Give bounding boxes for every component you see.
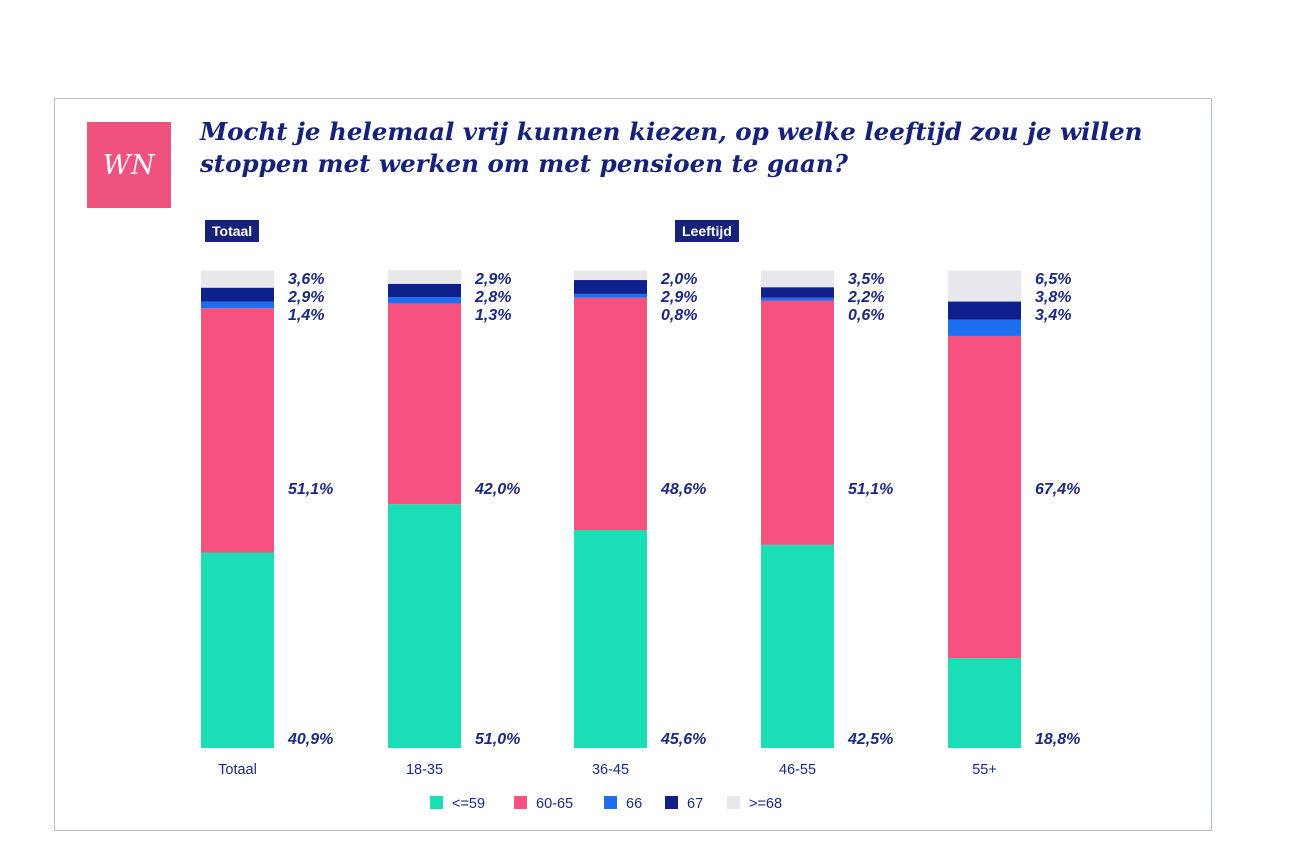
legend-label-67: 67: [687, 796, 703, 812]
legend-label-60-65: 60-65: [536, 796, 573, 812]
logo-text: WN: [102, 149, 156, 181]
bar-segment-totaal-67: [201, 287, 274, 302]
group-tag-totaal: Totaal: [205, 220, 260, 242]
value-label-18-35-le59: 51,0%: [475, 731, 520, 748]
bar-segment-46-55-67: [761, 287, 834, 298]
value-label-totaal-le59: 40,9%: [287, 731, 333, 748]
chart-title-line-1: Mocht je helemaal vrij kunnen kiezen, op…: [200, 117, 1143, 146]
bar-segment-totaal-68: [201, 270, 274, 288]
value-label-36-45-66: 0,8%: [661, 307, 697, 324]
value-label-46-55-60-65: 51,1%: [848, 481, 893, 498]
value-label-36-45-60-65: 48,6%: [660, 481, 706, 498]
legend-label-59: <=59: [452, 796, 485, 812]
bar-segment-36-45-60-65: [574, 297, 647, 531]
legend-swatch-59: [430, 796, 443, 809]
legend-swatch-60-65: [514, 796, 527, 809]
legend-swatch-66: [604, 796, 617, 809]
bar-segment-55-68: [948, 270, 1021, 302]
bar-segment-36-45-67: [574, 280, 647, 294]
value-label-55-le59: 18,8%: [1035, 731, 1080, 748]
category-label-36-45: 36-45: [592, 762, 629, 778]
group-tag-leeftijd: Leeftijd: [675, 220, 739, 242]
bar-segment-46-55-68: [761, 270, 834, 288]
bar-segment-36-45-68: [574, 270, 647, 281]
value-label-totaal-66: 1,4%: [288, 307, 324, 324]
bar-segment-totaal-66: [201, 301, 274, 309]
value-label-55-66: 3,4%: [1035, 307, 1071, 324]
chart-title-line-2: stoppen met werken om met pensioen te ga…: [200, 149, 849, 178]
category-label-18-35: 18-35: [406, 762, 443, 778]
bar-segment-46-55-66: [761, 297, 834, 301]
category-label-totaal: Totaal: [218, 762, 257, 778]
bar-segment-18-35-68: [388, 270, 461, 284]
value-label-totaal-67: 2,9%: [287, 289, 324, 306]
category-label-46-55: 46-55: [779, 762, 816, 778]
value-label-36-45-le59: 45,6%: [660, 731, 706, 748]
value-label-55-67: 3,8%: [1035, 289, 1071, 306]
legend-swatch-68: [727, 796, 740, 809]
value-label-18-35-66: 1,3%: [475, 307, 511, 324]
wn-logo: WN: [87, 122, 171, 208]
value-label-46-55-67: 2,2%: [847, 289, 884, 306]
legend-label-68: >=68: [749, 796, 782, 812]
value-label-18-35-67: 2,8%: [474, 289, 511, 306]
value-label-36-45-67: 2,9%: [660, 289, 697, 306]
bar-segment-18-35-66: [388, 297, 461, 304]
bar-segment-46-55-59: [761, 544, 834, 748]
bar-segment-55-67: [948, 301, 1021, 320]
chart-frame: [54, 98, 1212, 831]
value-label-18-35-68: 2,9%: [474, 271, 511, 288]
value-label-55-68: 6,5%: [1035, 271, 1071, 288]
value-label-18-35-60-65: 42,0%: [474, 481, 520, 498]
value-label-46-55-le59: 42,5%: [847, 731, 893, 748]
value-label-55-60-65: 67,4%: [1035, 481, 1080, 498]
bar-segment-55-60-65: [948, 335, 1021, 659]
value-label-totaal-68: 3,6%: [288, 271, 324, 288]
legend-swatch-67: [665, 796, 678, 809]
value-label-totaal-60-65: 51,1%: [288, 481, 333, 498]
bar-segment-18-35-60-65: [388, 303, 461, 505]
bar-segment-totaal-59: [201, 552, 274, 748]
value-label-36-45-68: 2,0%: [660, 271, 697, 288]
category-label-55: 55+: [972, 762, 997, 778]
bar-segment-36-45-59: [574, 530, 647, 748]
bar-segment-totaal-60-65: [201, 308, 274, 553]
value-label-46-55-68: 3,5%: [848, 271, 884, 288]
legend-label-66: 66: [626, 796, 642, 812]
bar-segment-46-55-60-65: [761, 300, 834, 545]
bar-segment-18-35-59: [388, 504, 461, 748]
value-label-46-55-66: 0,6%: [848, 307, 884, 324]
bar-segment-18-35-67: [388, 283, 461, 298]
bar-segment-55-59: [948, 658, 1021, 748]
bar-segment-36-45-66: [574, 293, 647, 298]
bar-segment-55-66: [948, 319, 1021, 336]
